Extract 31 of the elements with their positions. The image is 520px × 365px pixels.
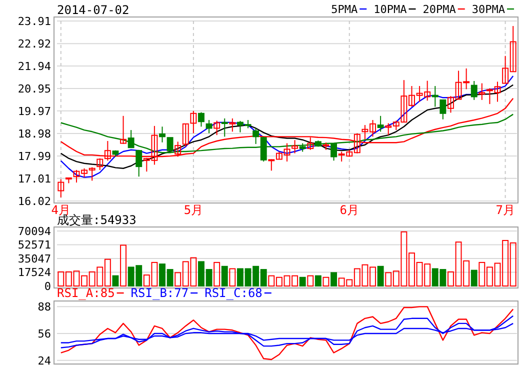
y-tick-label: 52571: [18, 238, 51, 252]
line-series: [60, 75, 514, 178]
y-tick-label: 70094: [18, 225, 52, 238]
y-tick-label: 56: [38, 328, 51, 340]
legend-label: 5PMA: [331, 3, 358, 16]
y-tick-label: 35047: [18, 252, 51, 266]
y-tick-label: 88: [38, 300, 51, 314]
y-tick-label: 19.97: [18, 104, 51, 118]
x-tick-label: 5月: [184, 203, 204, 217]
legend-label: RSI_A:85: [57, 286, 115, 300]
y-tick-label: 24: [38, 354, 52, 365]
x-tick-label: 6月: [340, 203, 359, 217]
y-tick-label: 17.99: [18, 150, 51, 164]
y-tick-label: 17524: [18, 266, 52, 280]
legend-label: 20PMA: [422, 3, 456, 16]
y-tick-label: 0: [44, 280, 51, 293]
y-tick-label: 20.95: [18, 82, 51, 96]
line-series: [60, 315, 514, 348]
legend-label: RSI_B:77: [130, 286, 189, 300]
y-tick-label: 23.91: [18, 15, 51, 28]
legend-label: RSI_C:68: [204, 286, 262, 300]
line-series: [60, 306, 514, 360]
legend-label: 30PMA: [472, 3, 506, 16]
y-tick-label: 17.01: [18, 172, 51, 186]
y-tick-label: 16.02: [18, 195, 51, 208]
y-tick-label: 18.98: [18, 127, 51, 140]
y-tick-label: 22.92: [18, 38, 51, 51]
chart-title: 2014-07-02: [57, 3, 130, 17]
x-tick-label: 7月: [496, 203, 515, 217]
y-tick-label: 21.94: [18, 60, 52, 73]
legend-label: 10PMA: [374, 3, 408, 16]
